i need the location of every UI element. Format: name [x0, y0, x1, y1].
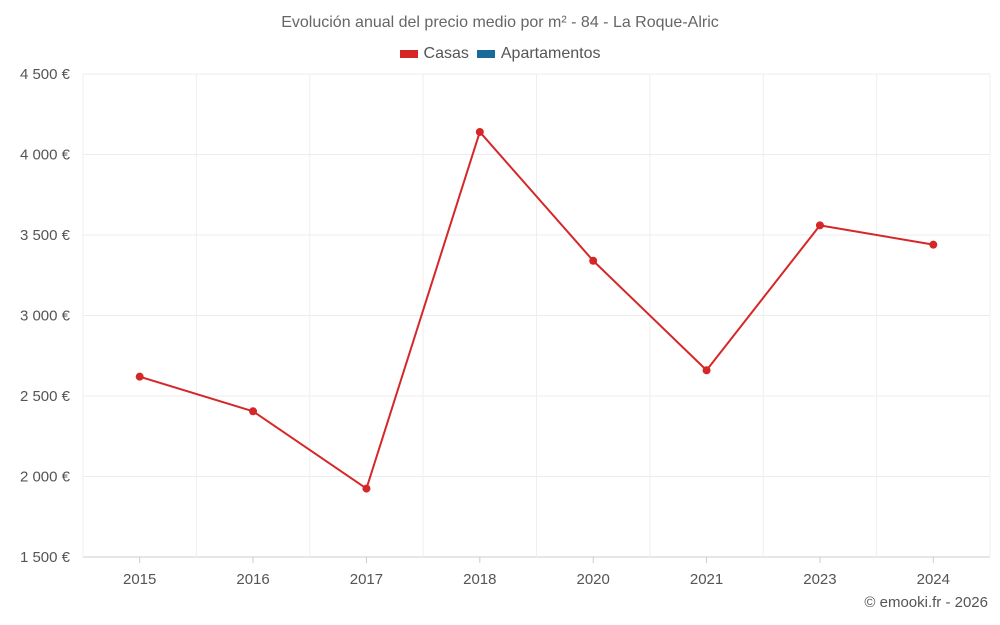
data-point[interactable] — [815, 221, 824, 230]
legend-item-apartamentos[interactable]: Apartamentos — [476, 45, 601, 63]
grid — [82, 73, 991, 558]
legend-label-apartamentos: Apartamentos — [500, 45, 601, 62]
x-tick-label: 2021 — [690, 571, 723, 588]
x-axis: 2015 2016 2017 2018 2020 2021 2023 2024 — [123, 557, 950, 588]
x-tick-label: 2017 — [350, 571, 383, 588]
x-tick-label: 2015 — [123, 571, 156, 588]
chart-title: Evolución anual del precio medio por m² … — [281, 14, 719, 31]
y-tick-label: 3 000 € — [20, 308, 71, 325]
legend-label-casas: Casas — [423, 45, 469, 62]
y-tick-label: 2 000 € — [20, 469, 71, 486]
y-tick-label: 2 500 € — [20, 388, 71, 405]
x-tick-label: 2018 — [463, 571, 496, 588]
y-tick-label: 4 000 € — [20, 147, 71, 164]
y-axis: 1 500 € 2 000 € 2 500 € 3 000 € 3 500 € 4 000… — [20, 66, 71, 566]
series-line-casas — [139, 130, 934, 490]
series-group — [135, 127, 938, 493]
y-tick-label: 1 500 € — [20, 549, 71, 566]
x-tick-label: 2020 — [577, 571, 610, 588]
data-point[interactable] — [702, 366, 711, 375]
credit-text: © emooki.fr - 2026 — [864, 594, 988, 611]
data-point[interactable] — [135, 372, 144, 381]
x-tick-label: 2024 — [917, 571, 950, 588]
legend-swatch-apartamentos — [476, 50, 495, 58]
data-point[interactable] — [362, 484, 371, 493]
x-tick-label: 2016 — [236, 571, 269, 588]
data-point[interactable] — [249, 407, 258, 416]
legend-swatch-casas — [399, 50, 418, 58]
y-tick-label: 3 500 € — [20, 227, 71, 244]
data-point[interactable] — [929, 240, 938, 249]
y-tick-label: 4 500 € — [20, 66, 71, 83]
data-point[interactable] — [589, 256, 598, 265]
data-point[interactable] — [475, 127, 484, 136]
legend: Casas Apartamentos — [0, 45, 1000, 63]
x-tick-label: 2023 — [803, 571, 836, 588]
legend-item-casas[interactable]: Casas — [399, 45, 469, 63]
